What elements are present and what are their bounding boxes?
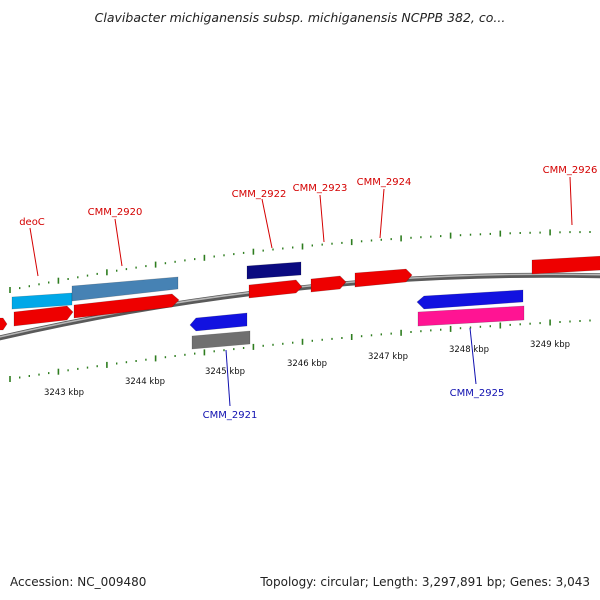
genome-backbone — [0, 272, 600, 341]
label-cmm-2920: CMM_2920 — [88, 207, 143, 218]
scale-label-3244: 3244 kbp — [125, 377, 165, 387]
outer-scale-ticks — [9, 229, 591, 293]
cog-bar-cmm-2921 — [191, 330, 251, 350]
leader-cmm-2926 — [569, 176, 573, 226]
cog-bar-cmm-2920 — [71, 276, 179, 302]
gene-arrow-cmm-2923 — [310, 275, 347, 293]
gene-arrow-cmm-2924 — [354, 268, 413, 288]
leader-deoC — [29, 227, 39, 277]
leader-cmm-2922 — [261, 198, 273, 249]
gene-arrow-cmm-2925 — [416, 289, 524, 310]
label-cmm-2926: CMM_2926 — [543, 165, 598, 176]
label-leader-lines — [29, 176, 573, 407]
label-cmm-2925: CMM_2925 — [450, 388, 505, 399]
leader-cmm-2920 — [114, 218, 123, 267]
label-deoC: deoC — [19, 217, 45, 228]
gene-arrow-cmm-2926 — [531, 255, 600, 275]
map-title: Clavibacter michiganensis subsp. michiga… — [95, 10, 506, 25]
cog-bar-cmm-2925 — [417, 305, 525, 327]
cog-bar-left — [11, 292, 73, 310]
scale-label-3246: 3246 kbp — [287, 359, 327, 369]
label-cmm-2924: CMM_2924 — [357, 177, 412, 188]
leader-cmm-2924 — [379, 188, 385, 239]
accession-text: Accession: NC_009480 — [10, 575, 146, 589]
cog-bar-cmm-2922 — [246, 261, 302, 280]
leader-cmm-2923 — [319, 194, 325, 243]
label-cmm-2923: CMM_2923 — [293, 183, 348, 194]
scale-label-3243: 3243 kbp — [44, 388, 84, 398]
scale-label-3247: 3247 kbp — [368, 352, 408, 362]
scale-label-3249: 3249 kbp — [530, 340, 570, 350]
gene-arrow-cmm-2921 — [189, 312, 248, 332]
leader-cmm-2925 — [469, 327, 477, 385]
inner-scale-ticks — [9, 319, 591, 382]
genome-summary-text: Topology: circular; Length: 3,297,891 bp… — [259, 575, 590, 589]
gene-arrow-partial — [0, 317, 8, 331]
gene-arrow-deoC — [13, 305, 74, 327]
gene-arrow-cmm-2920 — [73, 293, 180, 319]
leader-cmm-2921 — [225, 349, 231, 407]
label-cmm-2922: CMM_2922 — [232, 189, 287, 200]
scale-label-3245: 3245 kbp — [205, 367, 245, 377]
label-cmm-2921: CMM_2921 — [203, 410, 258, 421]
scale-label-3248: 3248 kbp — [449, 345, 489, 355]
gene-arrow-cmm-2922 — [248, 279, 303, 299]
